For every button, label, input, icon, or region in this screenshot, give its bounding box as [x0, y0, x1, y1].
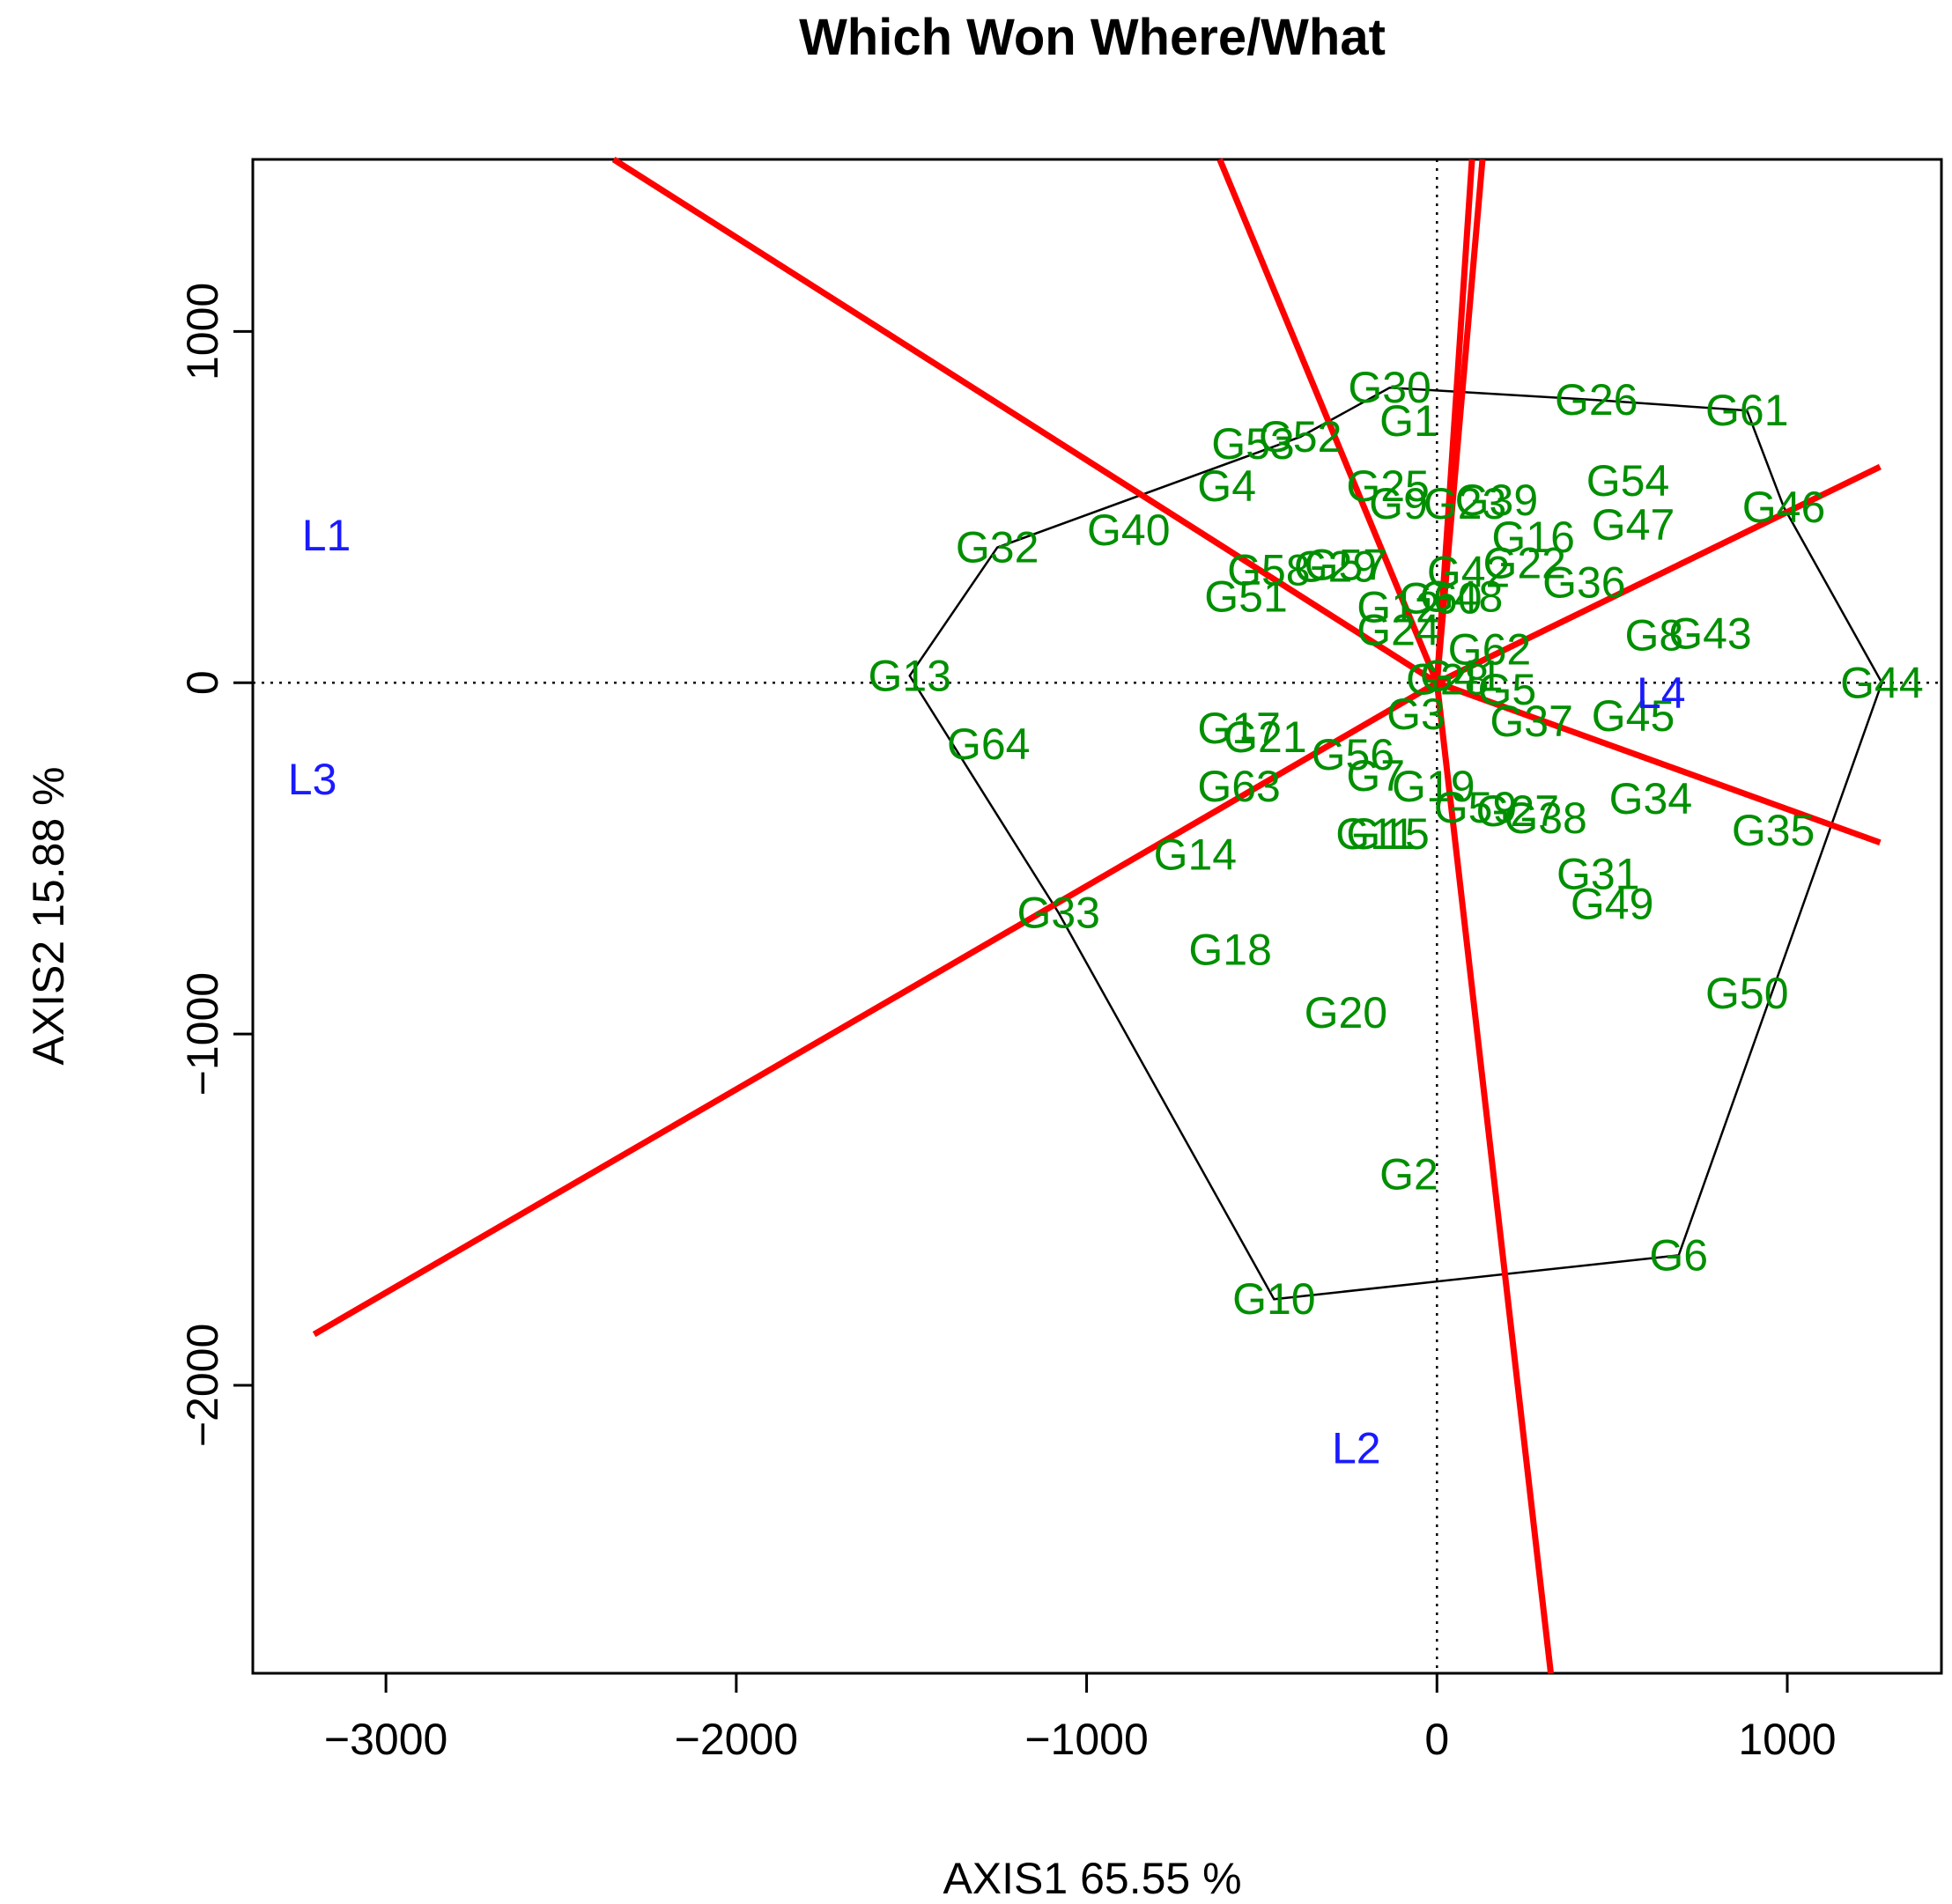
genotype-label: G44 [1840, 658, 1924, 707]
genotype-label: G61 [1705, 386, 1789, 435]
genotype-label: G57 [1305, 541, 1388, 590]
genotype-label: G11 [1335, 809, 1416, 859]
genotype-label: G27 [1476, 786, 1560, 836]
genotype-label: G59 [1434, 783, 1518, 832]
genotype-label: G42 [1427, 548, 1511, 597]
genotype-label: G21 [1224, 712, 1307, 762]
genotype-label: G54 [1586, 456, 1670, 506]
genotype-label: G49 [1571, 880, 1654, 929]
genotype-label: G48 [1420, 572, 1504, 622]
genotype-label: G6 [1649, 1230, 1708, 1280]
genotype-label: G53 [1211, 419, 1295, 469]
genotype-label: G38 [1504, 793, 1587, 843]
genotype-label: G58 [1227, 546, 1311, 595]
environment-label: L1 [302, 511, 351, 560]
environment-label: L4 [1637, 668, 1686, 718]
genotype-label: G14 [1154, 830, 1238, 880]
genotype-label: G17 [1197, 704, 1281, 753]
convex-hull [908, 386, 1883, 1301]
genotype-label: G28 [1406, 654, 1490, 704]
genotype-label: G40 [1087, 506, 1171, 555]
genotype-label: G4 [1197, 461, 1256, 511]
environment-label: L2 [1332, 1424, 1381, 1473]
sector-ray [1433, 682, 1555, 1674]
sector-rays [312, 157, 1882, 1674]
genotype-label: G36 [1542, 558, 1626, 608]
genotype-label: G24 [1357, 605, 1440, 654]
x-tick-label: 1000 [1738, 1715, 1836, 1764]
genotype-label: G33 [1017, 889, 1100, 938]
sector-ray [1216, 158, 1440, 684]
genotype-label: G47 [1592, 500, 1675, 550]
genotype-label: G20 [1305, 988, 1388, 1037]
genotype-label: G19 [1392, 762, 1475, 811]
chart-title: Which Won Where/What [799, 9, 1386, 66]
x-tick-label: −1000 [1024, 1715, 1148, 1764]
environment-label: L3 [288, 755, 337, 804]
sector-ray [1433, 159, 1486, 683]
genotype-label: G22 [1482, 539, 1566, 588]
x-tick-label: 0 [1424, 1715, 1449, 1764]
genotype-label: G18 [1188, 925, 1272, 974]
genotype-label: G64 [947, 720, 1031, 769]
genotype-label: G34 [1609, 774, 1693, 823]
x-axis-title: AXIS1 65.55 % [943, 1854, 1241, 1903]
genotype-label: G12 [1357, 583, 1440, 632]
genotype-label: G51 [1204, 572, 1288, 622]
genotype-label: G63 [1197, 762, 1281, 811]
sector-ray [1436, 679, 1882, 846]
genotype-label: G60 [1399, 574, 1482, 624]
genotype-label: G32 [956, 523, 1039, 572]
genotype-label: G39 [1455, 476, 1539, 525]
genotype-label: G50 [1705, 969, 1789, 1018]
genotype-label: G7 [1346, 751, 1405, 801]
y-tick-group: −2000 −1000 0 1000 [178, 283, 253, 1447]
genotype-label: G29 [1294, 542, 1378, 592]
reference-lines [253, 159, 1941, 1673]
genotype-label: G25 [1346, 461, 1430, 511]
environment-labels: L1 L2 L3 L4 [288, 511, 1686, 1473]
genotype-label: G3 [1386, 690, 1446, 739]
hull-polygon [908, 386, 1883, 1301]
genotype-label: G26 [1555, 375, 1638, 424]
genotype-label: G45 [1592, 691, 1675, 741]
sector-ray [611, 157, 1439, 686]
genotype-label: G8 [1625, 610, 1684, 660]
genotype-label: G1 [1379, 396, 1438, 446]
genotype-label: G13 [868, 651, 951, 700]
genotype-label: G56 [1312, 730, 1395, 779]
y-tick-label: 0 [178, 670, 227, 695]
genotype-label: G9 [1369, 479, 1428, 528]
y-axis-title: AXIS2 15.88 % [24, 766, 73, 1065]
y-tick-label: −1000 [178, 972, 227, 1096]
genotype-label: G52 [1259, 412, 1342, 461]
genotype-label: G43 [1668, 609, 1752, 658]
x-tick-label: −2000 [675, 1715, 798, 1764]
genotype-label: G30 [1348, 363, 1431, 412]
x-tick-label: −3000 [324, 1715, 447, 1764]
genotype-label: G41 [1420, 651, 1504, 700]
genotype-label: G15 [1346, 809, 1430, 859]
genotype-label: G46 [1742, 483, 1826, 532]
sector-ray [1435, 463, 1882, 686]
genotype-label: G10 [1232, 1274, 1316, 1324]
genotype-label: G37 [1490, 697, 1573, 746]
genotype-label: G35 [1732, 806, 1815, 855]
genotype-label: G5 [1477, 665, 1536, 714]
genotype-label: G16 [1491, 513, 1575, 562]
genotype-label: G31 [1556, 850, 1640, 899]
genotype-label: G2 [1379, 1150, 1438, 1199]
sector-ray [312, 680, 1439, 1338]
y-tick-label: 1000 [178, 283, 227, 380]
y-tick-label: −2000 [178, 1324, 227, 1447]
genotype-label: G23 [1423, 479, 1507, 528]
genotype-label: G62 [1448, 624, 1532, 674]
x-tick-group: −3000 −2000 −1000 0 1000 [324, 1673, 1837, 1764]
